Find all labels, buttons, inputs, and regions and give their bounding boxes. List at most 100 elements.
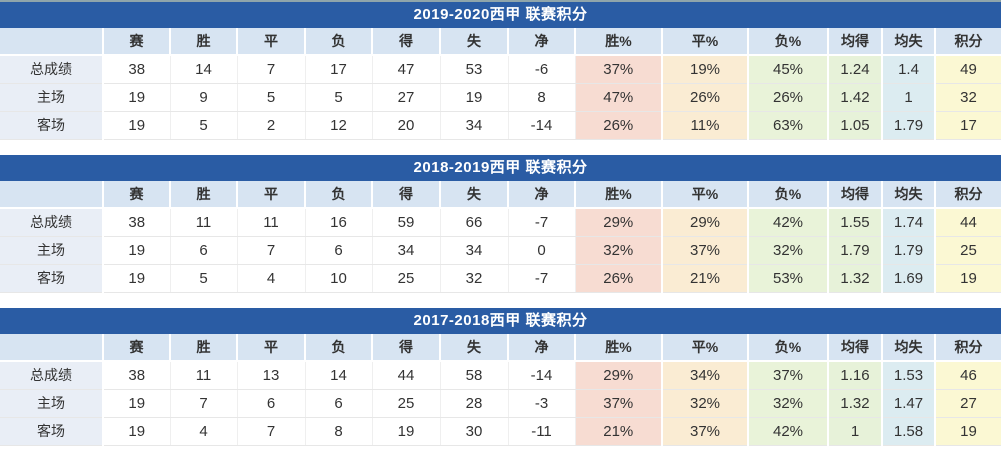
- stat-cell: 63%: [748, 111, 829, 140]
- stat-cell: 32%: [748, 236, 829, 265]
- row-label: 主场: [0, 389, 104, 418]
- column-header: 负: [305, 181, 373, 209]
- stat-cell: 19: [440, 83, 509, 112]
- stat-cell: 32%: [662, 389, 749, 418]
- column-header: 赛: [103, 334, 171, 362]
- column-header: 均失: [882, 334, 936, 362]
- table-row: 主场 19 9 5 5 27 19 8 47% 26% 26% 1.42 1 32: [0, 83, 1001, 112]
- stat-cell: 32%: [575, 236, 663, 265]
- stats-table: 赛胜平负得失净胜% 平% 负% 均得 均失 积分 总成绩 38 11 11 16 59 66 -7 29%…: [0, 181, 1001, 293]
- stat-cell: 1: [828, 417, 883, 446]
- stat-cell: 7: [170, 389, 238, 418]
- stat-cell: 6: [170, 236, 238, 265]
- stat-cell: 2: [237, 111, 306, 140]
- row-label: 客场: [0, 111, 104, 140]
- table-row: 客场 19 5 2 12 20 34 -14 26% 11% 63% 1.05 1.79 17: [0, 111, 1001, 140]
- stat-cell: 13: [237, 361, 306, 390]
- stat-cell: -7: [508, 264, 576, 293]
- stat-cell: 21%: [662, 264, 749, 293]
- stat-cell: 26%: [662, 83, 749, 112]
- stats-table: 赛胜平负得失净胜% 平% 负% 均得 均失 积分 总成绩 38 11 13 14 44 58 -14 29…: [0, 334, 1001, 446]
- stat-cell: 19: [372, 417, 441, 446]
- stat-cell: 37%: [575, 389, 663, 418]
- column-header: 积分: [935, 181, 1001, 209]
- stat-cell: 19: [103, 111, 171, 140]
- stat-cell: 1.05: [828, 111, 883, 140]
- column-header: 均得: [828, 334, 883, 362]
- column-header: 净: [508, 28, 576, 56]
- league-stats-tables: 2019-2020西甲 联赛积分 赛胜平负得失净胜% 平% 负% 均得 均失 积分 总成绩…: [0, 0, 1001, 446]
- stat-cell: 47: [372, 55, 441, 84]
- table-row: 总成绩 38 11 11 16 59 66 -7 29% 29% 42% 1.55 1.74 44: [0, 208, 1001, 237]
- column-header: 平%: [662, 181, 749, 209]
- stat-cell: 1.79: [882, 111, 936, 140]
- stat-cell: 6: [305, 236, 373, 265]
- stat-cell: -14: [508, 361, 576, 390]
- column-header: 净: [508, 181, 576, 209]
- stat-cell: 49: [935, 55, 1001, 84]
- stat-cell: 38: [103, 208, 171, 237]
- stat-cell: 1.4: [882, 55, 936, 84]
- stat-cell: 1.47: [882, 389, 936, 418]
- stat-cell: 5: [305, 83, 373, 112]
- column-header: 负: [305, 334, 373, 362]
- stat-cell: 46: [935, 361, 1001, 390]
- stat-cell: 17: [305, 55, 373, 84]
- column-header: 胜%: [575, 28, 663, 56]
- stat-cell: 11%: [662, 111, 749, 140]
- stat-cell: 19: [935, 417, 1001, 446]
- stat-cell: 25: [935, 236, 1001, 265]
- header-row: 赛胜平负得失净胜% 平% 负% 均得 均失 积分: [0, 334, 1001, 362]
- table-title: 2018-2019西甲 联赛积分: [0, 155, 1001, 181]
- column-header: 失: [440, 334, 509, 362]
- column-header: 均得: [828, 28, 883, 56]
- stat-cell: 1.74: [882, 208, 936, 237]
- stat-cell: 44: [935, 208, 1001, 237]
- stat-cell: 34: [440, 236, 509, 265]
- column-header: 得: [372, 28, 441, 56]
- column-header: 得: [372, 334, 441, 362]
- stat-cell: 38: [103, 361, 171, 390]
- table-row: 客场 19 4 7 8 19 30 -11 21% 37% 42% 1 1.58 19: [0, 417, 1001, 446]
- stat-cell: 19: [103, 236, 171, 265]
- stat-cell: 7: [237, 236, 306, 265]
- stats-table: 赛胜平负得失净胜% 平% 负% 均得 均失 积分 总成绩 38 14 7 17 47 53 -6 37% 1…: [0, 28, 1001, 140]
- stat-cell: 12: [305, 111, 373, 140]
- stat-cell: 37%: [662, 236, 749, 265]
- column-header: 胜: [170, 181, 238, 209]
- stat-cell: 26%: [575, 111, 663, 140]
- stat-cell: 11: [170, 361, 238, 390]
- stat-cell: 30: [440, 417, 509, 446]
- stat-cell: 1.42: [828, 83, 883, 112]
- column-header: 负%: [748, 28, 829, 56]
- stat-cell: 34: [440, 111, 509, 140]
- row-label: 客场: [0, 417, 104, 446]
- stat-cell: 42%: [748, 208, 829, 237]
- stat-cell: 26%: [575, 264, 663, 293]
- table-title: 2017-2018西甲 联赛积分: [0, 308, 1001, 334]
- stat-cell: 19: [103, 83, 171, 112]
- stat-cell: 21%: [575, 417, 663, 446]
- stat-cell: 1.58: [882, 417, 936, 446]
- stat-cell: -14: [508, 111, 576, 140]
- stat-cell: 19: [103, 417, 171, 446]
- column-header: 失: [440, 28, 509, 56]
- column-header: 积分: [935, 334, 1001, 362]
- stat-cell: 26%: [748, 83, 829, 112]
- stat-cell: 1.53: [882, 361, 936, 390]
- column-header: 赛: [103, 181, 171, 209]
- stat-cell: 8: [305, 417, 373, 446]
- stat-cell: 27: [935, 389, 1001, 418]
- stat-cell: -7: [508, 208, 576, 237]
- row-label: 总成绩: [0, 55, 104, 84]
- stat-cell: 6: [237, 389, 306, 418]
- stat-cell: 58: [440, 361, 509, 390]
- stat-cell: 7: [237, 417, 306, 446]
- stat-cell: 16: [305, 208, 373, 237]
- header-row: 赛胜平负得失净胜% 平% 负% 均得 均失 积分: [0, 181, 1001, 209]
- stat-cell: 32: [935, 83, 1001, 112]
- stat-cell: 1.24: [828, 55, 883, 84]
- stat-cell: 20: [372, 111, 441, 140]
- stat-cell: -6: [508, 55, 576, 84]
- stat-cell: 0: [508, 236, 576, 265]
